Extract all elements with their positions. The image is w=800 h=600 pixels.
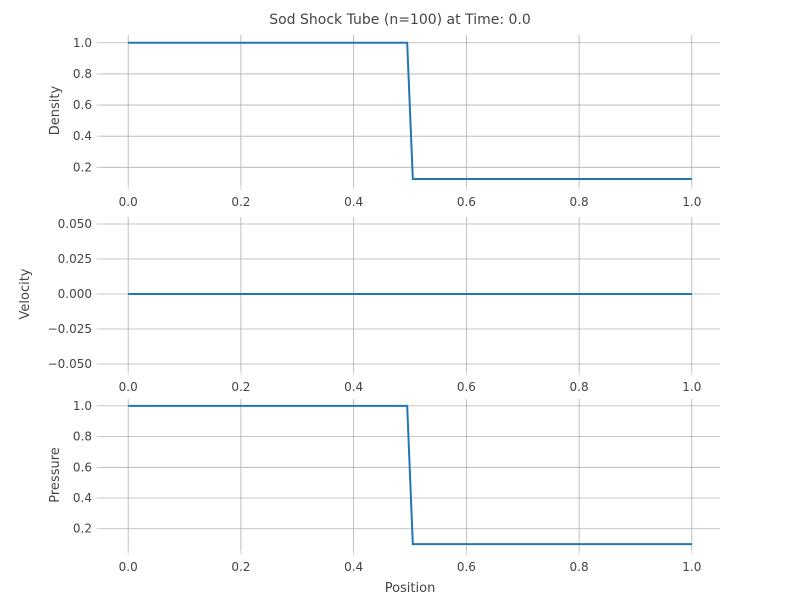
y-tick-label: 1.0 bbox=[73, 399, 92, 413]
x-tick-label: 0.6 bbox=[457, 380, 476, 394]
x-tick-label: 0.8 bbox=[570, 195, 589, 209]
x-tick-label: 0.8 bbox=[570, 560, 589, 574]
y-tick-label: 0.6 bbox=[73, 98, 92, 112]
x-tick-label: 0.0 bbox=[119, 195, 138, 209]
y-axis-label: Density bbox=[48, 85, 63, 135]
y-axis-label: Pressure bbox=[48, 447, 63, 503]
y-tick-label: 0.025 bbox=[58, 252, 92, 266]
y-tick-label: 0.4 bbox=[73, 491, 92, 505]
chart-title: Sod Shock Tube (n=100) at Time: 0.0 bbox=[269, 12, 531, 28]
y-tick-label: −0.025 bbox=[48, 322, 92, 336]
y-tick-label: 1.0 bbox=[73, 36, 92, 50]
x-tick-label: 0.0 bbox=[119, 380, 138, 394]
y-tick-label: 0.2 bbox=[73, 160, 92, 174]
x-tick-label: 0.4 bbox=[344, 560, 363, 574]
x-tick-label: 0.6 bbox=[457, 560, 476, 574]
subplot-density: 0.0 0.2 0.4 0.6 0.8 1.0 0.2 0.4 0.6 0.8 1.0 Density bbox=[48, 35, 720, 209]
y-axis-label: Velocity bbox=[18, 268, 33, 319]
x-tick-label: 0.6 bbox=[457, 195, 476, 209]
x-tick-label: 0.2 bbox=[231, 380, 250, 394]
x-tick-label: 0.0 bbox=[119, 560, 138, 574]
x-tick-label: 1.0 bbox=[682, 560, 701, 574]
y-tick-label: 0.000 bbox=[58, 287, 92, 301]
y-tick-label: 0.8 bbox=[73, 67, 92, 81]
y-tick-label: 0.2 bbox=[73, 522, 92, 536]
subplot-pressure: 0.0 0.2 0.4 0.6 0.8 1.0 0.2 0.4 0.6 0.8 1.0 Pressur… bbox=[48, 399, 720, 574]
x-tick-label: 0.4 bbox=[344, 380, 363, 394]
y-tick-label: −0.050 bbox=[48, 357, 92, 371]
x-tick-label: 0.8 bbox=[570, 380, 589, 394]
x-tick-label: 1.0 bbox=[682, 380, 701, 394]
subplot-velocity: 0.0 0.2 0.4 0.6 0.8 1.0 −0.050 −0.025 0.000 0.025… bbox=[18, 217, 720, 394]
x-axis-label: Position bbox=[385, 581, 436, 596]
series-line bbox=[128, 404, 692, 546]
series-line bbox=[128, 41, 692, 180]
y-tick-label: 0.4 bbox=[73, 129, 92, 143]
x-tick-label: 0.4 bbox=[344, 195, 363, 209]
x-tick-label: 1.0 bbox=[682, 195, 701, 209]
x-tick-label: 0.2 bbox=[231, 560, 250, 574]
subplots: 0.0 0.2 0.4 0.6 0.8 1.0 0.2 0.4 0.6 0.8 1.0 Density… bbox=[18, 35, 720, 574]
y-tick-label: 0.6 bbox=[73, 460, 92, 474]
y-tick-label: 0.8 bbox=[73, 430, 92, 444]
y-tick-label: 0.050 bbox=[58, 217, 92, 231]
x-tick-label: 0.2 bbox=[231, 195, 250, 209]
